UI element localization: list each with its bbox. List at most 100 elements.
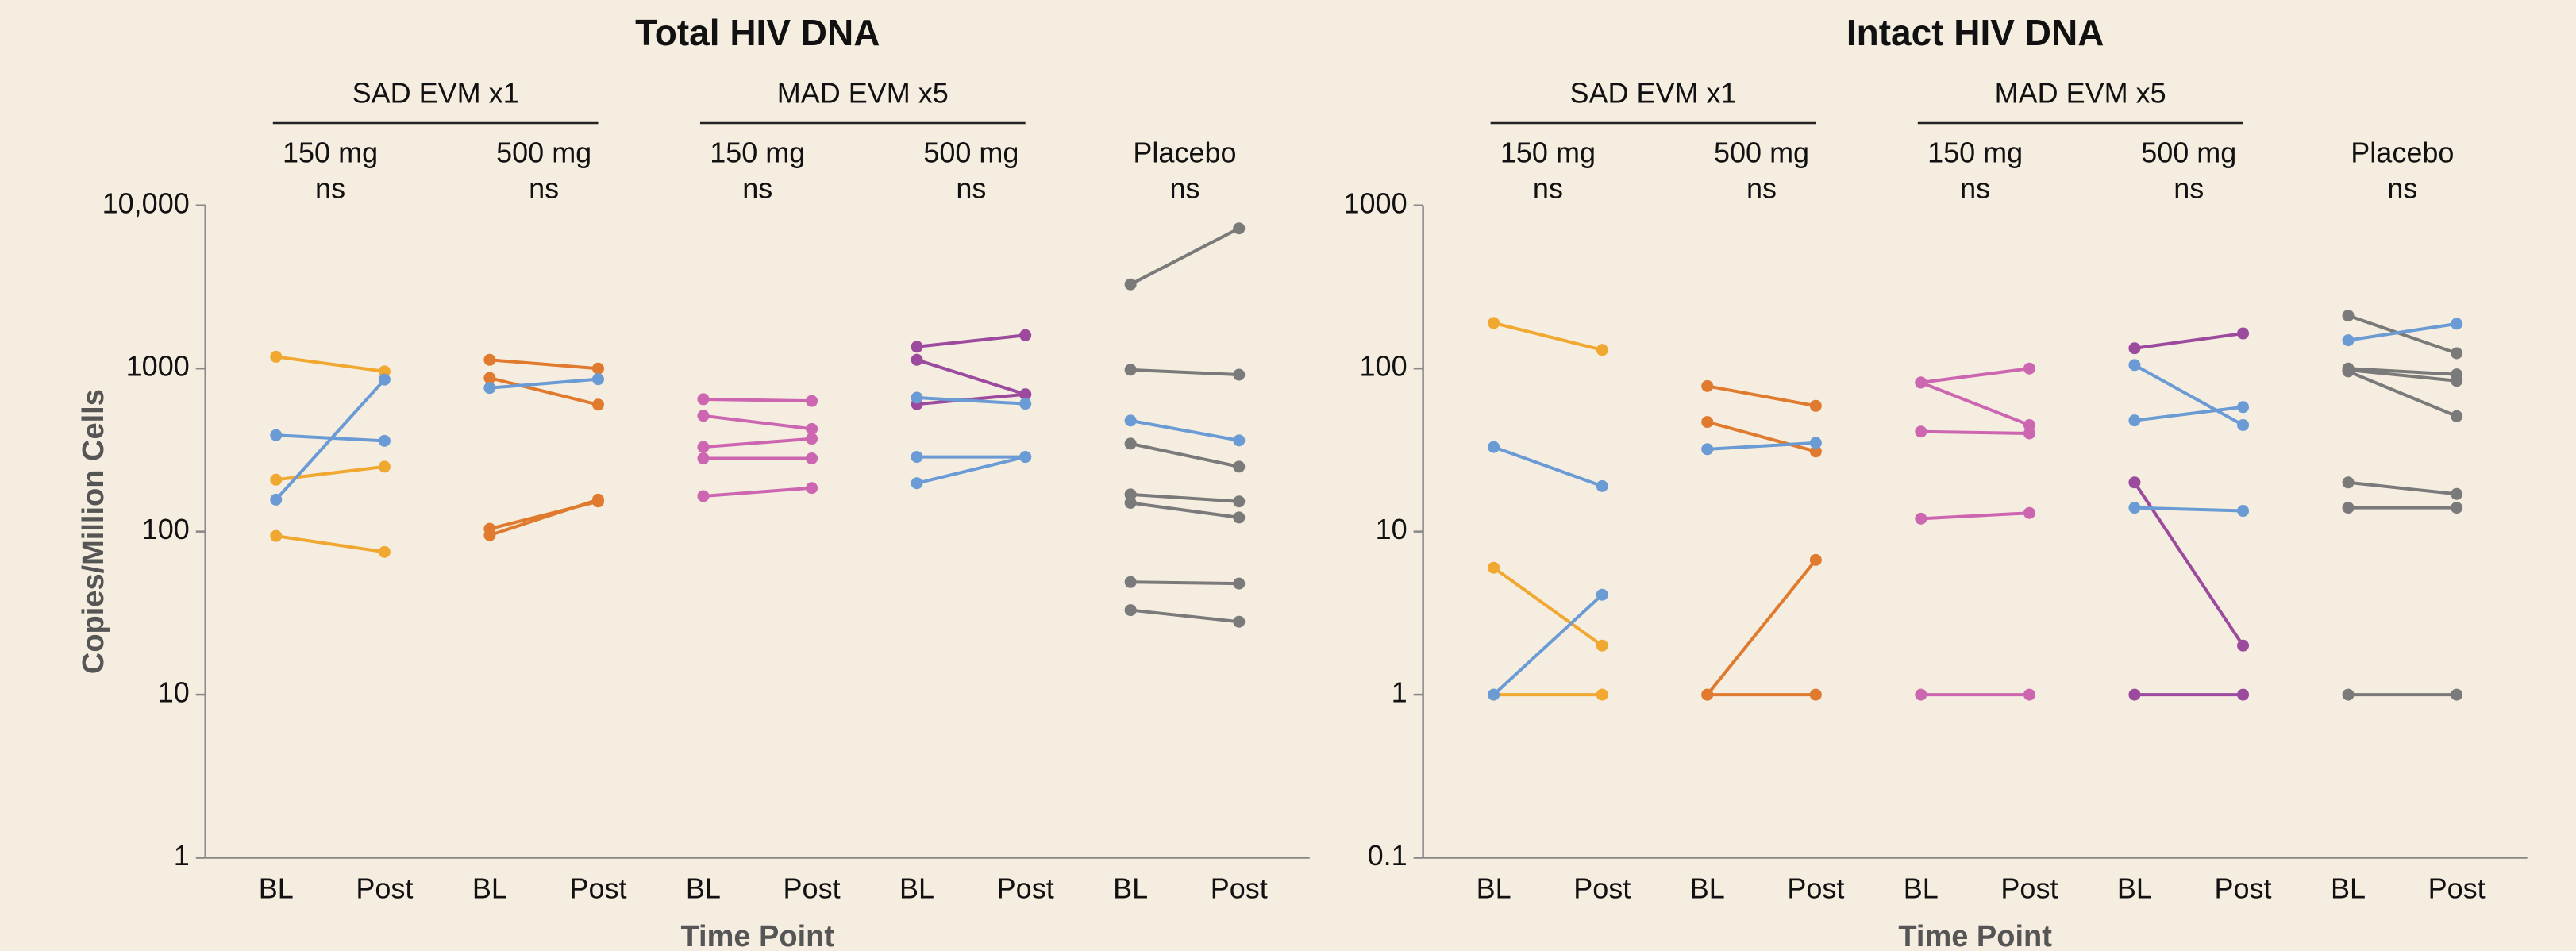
point [270, 529, 283, 542]
point [806, 452, 818, 464]
paired-line [1492, 593, 1604, 696]
point [483, 529, 496, 541]
group-label: 150 mg [1500, 137, 1596, 169]
x-tick-label: Post [1573, 872, 1631, 905]
x-tick-label: Post [784, 872, 841, 905]
point [2342, 364, 2355, 376]
point [806, 482, 818, 495]
y-tick-label: 1000 [126, 350, 190, 383]
point [1701, 443, 1714, 456]
point [1488, 688, 1500, 701]
x-tick-label: BL [686, 872, 721, 905]
point [2237, 505, 2250, 518]
y-tick-label: 10 [158, 676, 190, 709]
paired-line [2347, 314, 2458, 355]
point [1019, 451, 1032, 464]
point [806, 422, 818, 435]
point [2342, 476, 2355, 489]
group-label: 500 mg [496, 137, 591, 169]
x-tick-label: BL [259, 872, 294, 905]
group-label: 150 mg [283, 137, 378, 169]
point [1233, 368, 1246, 381]
point [1124, 437, 1137, 450]
point [1124, 604, 1137, 617]
paired-line [916, 396, 1026, 406]
point [483, 353, 496, 366]
point [2451, 502, 2463, 514]
group-stat: ns [956, 172, 986, 205]
point [1233, 511, 1246, 524]
y-tick-label: 10 [1376, 513, 1407, 545]
x-tick-label: Post [2215, 872, 2272, 905]
arm-label: MAD EVM x5 [1995, 77, 2166, 110]
point [1809, 399, 1822, 412]
point [1596, 588, 1608, 601]
point [1233, 434, 1246, 447]
x-tick-label: BL [899, 872, 934, 905]
point [911, 341, 923, 353]
point [2023, 427, 2035, 440]
point [2023, 688, 2035, 701]
paired-line [1707, 384, 1816, 408]
paired-line [703, 397, 812, 403]
paired-line [1130, 226, 1240, 286]
point [1488, 441, 1500, 453]
x-tick-label: Post [2428, 872, 2486, 905]
paired-line [489, 358, 599, 371]
paired-line [703, 414, 812, 431]
point [483, 372, 496, 384]
point [2023, 362, 2035, 375]
group-label: 500 mg [923, 137, 1018, 169]
point [1596, 479, 1608, 492]
point [1019, 398, 1032, 410]
point [2237, 418, 2250, 431]
point [2342, 334, 2355, 347]
point [806, 395, 818, 407]
group-label: 150 mg [710, 137, 805, 169]
group-label: 500 mg [2141, 137, 2236, 169]
point [378, 545, 391, 558]
x-tick-label: Post [356, 872, 413, 905]
point [1233, 460, 1246, 473]
point [591, 362, 604, 375]
point [1596, 639, 1608, 652]
paired-line [2347, 321, 2457, 342]
point [1124, 278, 1137, 291]
point [2237, 327, 2250, 340]
group-label: 500 mg [1714, 137, 1809, 169]
y-tick-label: 1 [174, 839, 190, 872]
point [2023, 418, 2035, 431]
group-label: Placebo [1133, 137, 1236, 169]
paired-line [1130, 368, 1239, 377]
point [2451, 318, 2463, 330]
point [2451, 375, 2463, 387]
arm-label: SAD EVM x1 [1569, 77, 1736, 110]
point [2128, 688, 2141, 701]
point [697, 410, 710, 422]
paired-line [275, 378, 386, 501]
x-axis-label: Time Point [680, 920, 834, 951]
paired-line [1707, 420, 1816, 453]
group-stat: ns [315, 172, 345, 205]
point [1809, 553, 1822, 566]
group-stat: ns [1746, 172, 1777, 205]
paired-line [916, 358, 1026, 396]
point [806, 433, 818, 445]
x-tick-label: BL [472, 872, 507, 905]
point [591, 493, 604, 506]
x-tick-label: BL [1113, 872, 1148, 905]
point [2128, 359, 2141, 372]
point [1596, 344, 1608, 356]
x-tick-label: Post [997, 872, 1054, 905]
point [2342, 502, 2355, 514]
group-stat: ns [1169, 172, 1199, 205]
point [270, 429, 283, 441]
paired-line [1130, 580, 1239, 586]
point [483, 382, 496, 395]
point [2451, 487, 2463, 500]
point [378, 434, 391, 447]
point [697, 441, 710, 453]
group-label: 150 mg [1927, 137, 2023, 169]
point [2342, 688, 2355, 701]
